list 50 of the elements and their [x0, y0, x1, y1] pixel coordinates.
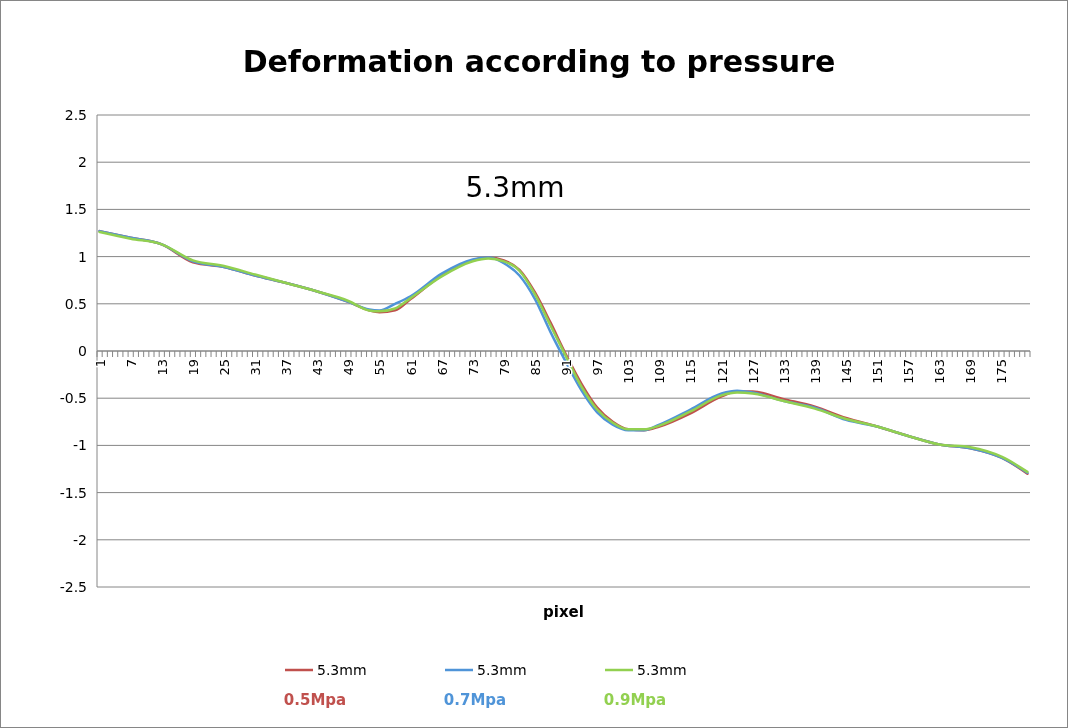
x-tick-label: 139	[807, 359, 823, 384]
x-tick-label: 175	[994, 359, 1010, 384]
x-tick-label: 79	[496, 359, 512, 376]
x-tick-label: 121	[714, 359, 730, 384]
x-tick-label: 73	[465, 359, 481, 376]
x-tick-label: 67	[434, 359, 450, 376]
x-tick-label: 133	[776, 359, 792, 384]
x-tick-label: 37	[279, 359, 295, 376]
y-tick-label: -1	[73, 437, 87, 454]
x-tick-label: 55	[372, 359, 388, 376]
x-tick-label: 49	[341, 359, 357, 376]
x-tick-label: 13	[154, 359, 170, 376]
x-tick-label: 151	[870, 359, 886, 384]
x-tick-label: 1	[92, 359, 108, 368]
y-tick-label: -0.5	[59, 390, 87, 407]
annotation: 5.3mm	[465, 171, 565, 204]
y-tick-label: 2.5	[64, 107, 87, 123]
x-tick-label: 85	[527, 359, 543, 376]
text: 0.9Mpa	[603, 691, 667, 709]
text: 0.7Mpa	[443, 691, 507, 709]
x-tick-label: 115	[683, 359, 699, 384]
chart-title: Deformation according to pressure	[242, 44, 836, 79]
x-tick-label: 127	[745, 359, 761, 384]
x-tick-label: 145	[838, 359, 854, 384]
y-tick-label: -2	[73, 531, 87, 548]
x-tick-label: 103	[621, 359, 637, 384]
x-tick-label: 25	[216, 359, 232, 376]
y-tick-label: 0	[78, 343, 87, 359]
x-tick-label: 169	[963, 359, 979, 384]
x-axis-title: pixel	[543, 603, 584, 621]
x-tick-label: 61	[403, 359, 419, 376]
legend-label: 5.3mm	[637, 662, 687, 678]
x-tick-label: 19	[185, 359, 201, 376]
legend-label: 5.3mm	[317, 662, 367, 678]
x-tick-label: 109	[652, 359, 668, 384]
y-tick-label: -2.5	[59, 579, 87, 595]
text: 0.5Mpa	[283, 691, 347, 709]
y-tick-label: 0.5	[64, 295, 87, 312]
x-tick-label: 157	[901, 359, 917, 384]
x-tick-label: 7	[123, 359, 139, 368]
x-tick-label: 31	[248, 359, 264, 376]
y-tick-label: 1	[78, 248, 87, 265]
x-tick-label: 43	[310, 359, 326, 376]
x-tick-label: 97	[590, 359, 606, 376]
y-tick-label: 2	[78, 154, 87, 171]
x-tick-label: 163	[932, 359, 948, 384]
y-tick-label: -1.5	[59, 484, 87, 501]
y-tick-label: 1.5	[64, 201, 87, 218]
legend-label: 5.3mm	[477, 662, 527, 678]
x-tick-label: 91	[559, 359, 575, 376]
